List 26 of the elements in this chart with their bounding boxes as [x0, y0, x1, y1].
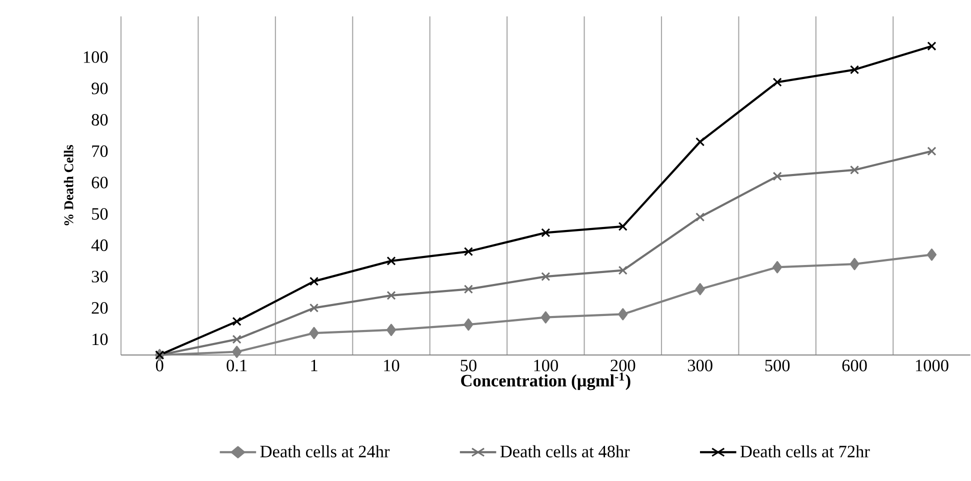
x-tick-label: 500 [765, 360, 790, 372]
y-tick-label: 40 [91, 239, 108, 252]
x-axis-title: Concentration (µgml$^{-1}$) [461, 372, 630, 390]
x-tick-label: 0 [156, 360, 164, 372]
legend-label: Death cells at 24hr [260, 445, 390, 458]
legend-label: Death cells at 48hr [500, 445, 630, 458]
y-tick-label: 80 [92, 114, 108, 126]
y-tick-label: 30 [92, 270, 108, 282]
y-tick-label: 60 [92, 176, 108, 188]
y-tick-label: 70 [92, 145, 108, 157]
y-axis-title: % Death Cells [64, 145, 74, 226]
y-tick-label: 90 [92, 82, 108, 94]
y-tick-label: 20 [92, 302, 108, 314]
x-tick-label: 1 [311, 360, 318, 372]
x-tick-label: 0.1 [226, 360, 247, 372]
y-tick-label: 100 [84, 51, 108, 63]
x-tick-label: 1000 [916, 360, 948, 372]
x-tick-label: 10 [384, 360, 400, 372]
x-tick-label: 200 [610, 360, 636, 372]
x-tick-label: 300 [688, 360, 712, 372]
legend-label: Death cells at 72hr [740, 445, 870, 458]
y-tick-label: 50 [92, 208, 108, 220]
x-tick-label: 50 [460, 360, 476, 372]
x-tick-label: 100 [534, 360, 558, 372]
y-tick-label: 10 [92, 334, 108, 346]
x-tick-label: 600 [842, 360, 867, 372]
